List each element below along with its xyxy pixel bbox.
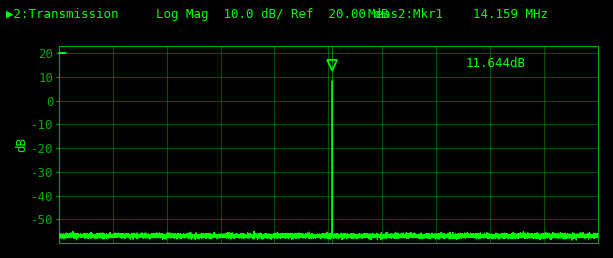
Polygon shape	[59, 53, 66, 54]
Text: Meas2:Mkr1    14.159 MHz: Meas2:Mkr1 14.159 MHz	[368, 8, 548, 21]
Text: 11.644dB: 11.644dB	[466, 57, 526, 70]
Y-axis label: dB: dB	[15, 137, 28, 152]
Text: ▶2:Transmission     Log Mag  10.0 dB/ Ref  20.00 dB: ▶2:Transmission Log Mag 10.0 dB/ Ref 20.…	[6, 8, 389, 21]
